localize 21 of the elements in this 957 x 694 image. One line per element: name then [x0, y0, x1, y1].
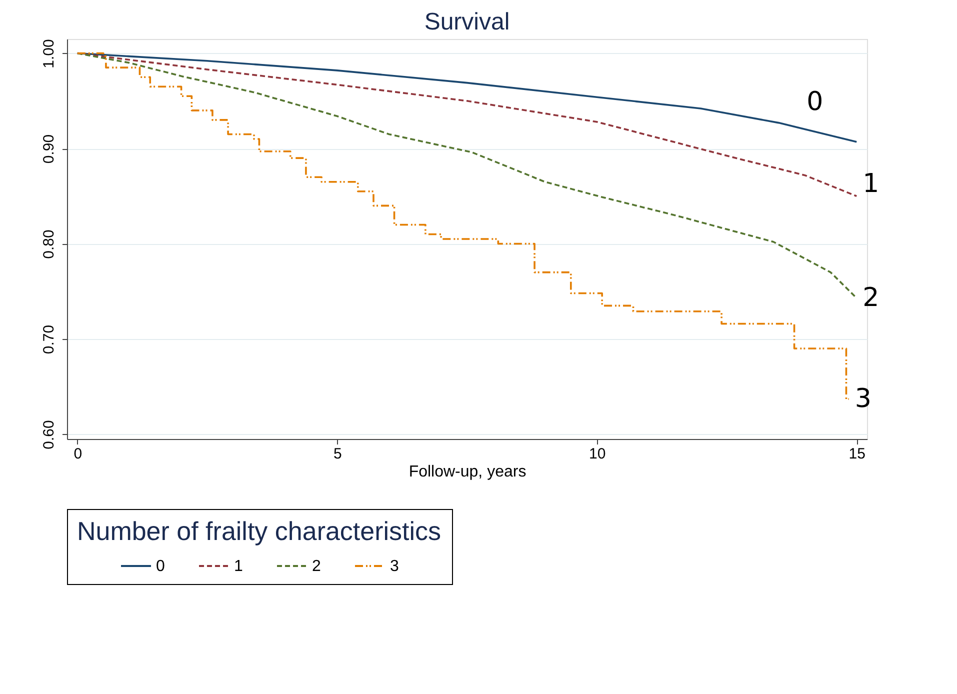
x-tick-label: 0 — [74, 446, 82, 462]
y-tick-label: 0.60 — [40, 420, 58, 450]
annotation: 3 — [854, 384, 872, 414]
legend-title: Number of frailty characteristics — [76, 516, 442, 546]
y-tick-label: 0.70 — [40, 324, 58, 354]
y-tick-label: 0.80 — [40, 230, 58, 259]
chart-title: Survival — [424, 8, 510, 36]
y-tick-label: 1.00 — [40, 39, 58, 68]
x-tick-label: 15 — [848, 446, 866, 462]
x-axis-title: Follow-up, years — [408, 464, 526, 480]
legend-label: 2 — [312, 558, 321, 575]
line-series — [76, 52, 858, 299]
legend-label: 0 — [156, 558, 165, 575]
x-tick-label: 10 — [589, 446, 606, 462]
y-tick-label: 0.90 — [40, 134, 58, 164]
x-tick-label: 5 — [333, 446, 342, 462]
annotation: 2 — [862, 283, 880, 314]
legend-label: 1 — [234, 558, 243, 575]
annotation: 1 — [862, 169, 880, 200]
legend-label: 3 — [390, 558, 399, 575]
annotation: 0 — [806, 86, 824, 117]
